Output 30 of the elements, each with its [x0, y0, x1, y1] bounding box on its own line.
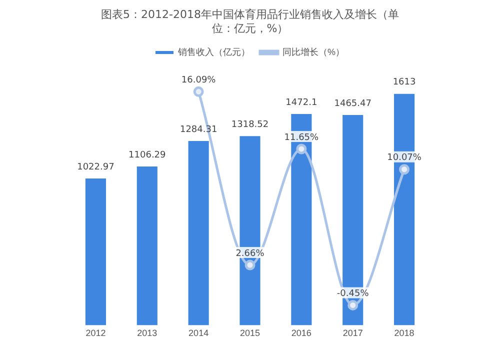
point — [296, 144, 307, 154]
point — [348, 300, 358, 310]
data-label: 1284.31 — [180, 124, 218, 135]
x-tick-label: 2014 — [188, 328, 209, 338]
x-tick-label: 2012 — [86, 328, 106, 338]
x-tick-label: 2016 — [291, 328, 312, 338]
data-label: -0.45% — [336, 289, 370, 300]
data-label: 1613 — [392, 78, 416, 88]
x-tick-label: 2018 — [394, 328, 414, 338]
x-tick-label: 2017 — [342, 328, 363, 338]
point — [399, 164, 410, 175]
data-label: 10.07% — [387, 153, 422, 164]
legend-label: 销售收入（亿元） — [177, 46, 250, 57]
legend-label: 同比增长（%） — [282, 46, 345, 57]
data-label: 16.09% — [181, 76, 216, 86]
bar — [136, 166, 158, 326]
data-label: 1318.52 — [231, 120, 269, 130]
data-label: 1106.29 — [128, 150, 166, 160]
data-label: 11.65% — [284, 132, 320, 143]
bar — [188, 140, 209, 326]
x-tick-label: 2013 — [137, 328, 158, 338]
data-label: 1022.97 — [77, 162, 114, 172]
chart-title: 图表5：2012-2018年中国体育用品行业销售收入及增长（单位：亿元，%） — [100, 8, 400, 37]
x-tick-label: 2015 — [240, 328, 260, 338]
data-label: 1472.1 — [286, 98, 318, 108]
point — [244, 260, 256, 270]
data-label: 1465.47 — [334, 98, 372, 109]
data-label: 2.66% — [236, 248, 265, 259]
bar — [85, 178, 106, 326]
point — [193, 86, 204, 97]
